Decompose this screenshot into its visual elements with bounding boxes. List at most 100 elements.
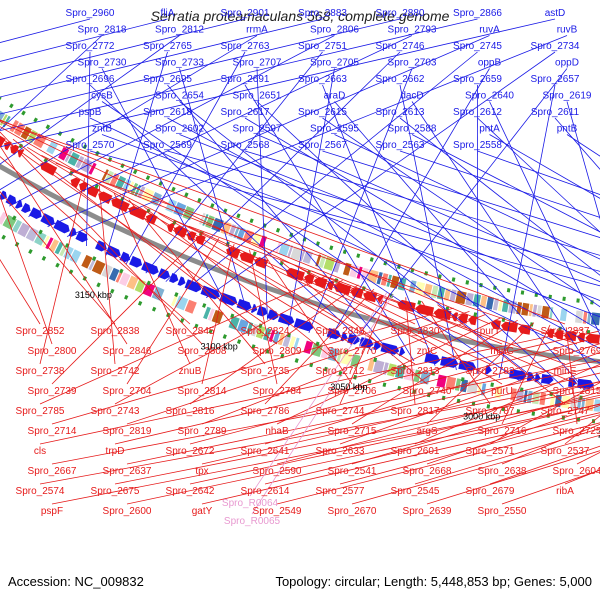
reverse-gene-label: Spro_2638 bbox=[478, 466, 527, 477]
leader-line bbox=[287, 68, 335, 327]
cog-block bbox=[17, 222, 31, 238]
forward-strand-ring bbox=[0, 190, 595, 390]
reverse-gene-label: ribA bbox=[556, 486, 574, 497]
leader-line bbox=[0, 18, 246, 80]
reverse-gene-label: argS bbox=[416, 426, 437, 437]
cog-block bbox=[472, 294, 482, 308]
forward-gene-label: ruvA bbox=[479, 25, 500, 36]
tick-mark bbox=[382, 382, 387, 388]
genome-backbone bbox=[0, 163, 600, 365]
cog-block bbox=[486, 296, 494, 310]
cog-block bbox=[386, 274, 392, 287]
tick-mark bbox=[249, 218, 254, 224]
cog-block bbox=[479, 295, 488, 309]
reverse-gene-label: Spro_2830 bbox=[391, 326, 440, 337]
cog-block bbox=[142, 282, 156, 297]
inner-tick-ring bbox=[0, 96, 594, 305]
cog-block bbox=[0, 211, 8, 225]
forward-gene-label: Spro_2763 bbox=[221, 41, 270, 52]
tick-mark bbox=[197, 197, 202, 203]
forward-gene-label: Spro_2563 bbox=[376, 140, 425, 151]
leader-line bbox=[399, 150, 600, 218]
leader-line bbox=[276, 422, 600, 505]
tick-mark bbox=[1, 234, 6, 240]
forward-gene-label: Spro_2960 bbox=[66, 8, 115, 19]
forward-gene-label: pspB bbox=[79, 107, 102, 118]
tick-mark bbox=[342, 249, 347, 255]
tick-mark bbox=[531, 411, 536, 416]
cog-block bbox=[575, 310, 584, 324]
leader-line bbox=[339, 351, 600, 445]
forward-gene-label: pntA bbox=[479, 124, 500, 135]
forward-gene-label: Spro_2746 bbox=[376, 41, 425, 52]
cog-block bbox=[115, 175, 127, 190]
leader-line bbox=[126, 238, 220, 385]
forward-gene-label: Spro_2745 bbox=[453, 41, 502, 52]
reverse-gene-label: purT bbox=[480, 326, 501, 337]
tick-mark bbox=[323, 366, 328, 372]
leader-line bbox=[66, 35, 568, 237]
reverse-gene-label: Spro_2637 bbox=[103, 466, 152, 477]
tick-mark bbox=[151, 306, 157, 312]
cog-block bbox=[299, 249, 306, 262]
reverse-gene-label: zntC bbox=[417, 346, 438, 357]
cog-block bbox=[559, 308, 568, 322]
forward-gene-label: Spro_2880 bbox=[376, 8, 425, 19]
tick-mark bbox=[28, 248, 33, 255]
tick-mark bbox=[70, 137, 75, 143]
gene-arrow bbox=[119, 251, 131, 263]
tick-mark bbox=[11, 215, 17, 221]
leader-line bbox=[0, 258, 41, 325]
leader-line bbox=[280, 260, 428, 385]
cog-block bbox=[109, 173, 120, 187]
tick-mark bbox=[202, 303, 207, 308]
tick-mark bbox=[265, 349, 270, 354]
leader-line bbox=[0, 18, 323, 98]
leader-line bbox=[189, 284, 359, 405]
reverse-gene-label: tpx bbox=[195, 466, 208, 477]
tick-mark bbox=[184, 192, 189, 198]
tick-mark bbox=[501, 406, 506, 412]
reverse-gene-label: Spro_2574 bbox=[16, 486, 65, 497]
leader-line bbox=[98, 185, 116, 365]
leader-line bbox=[201, 372, 600, 465]
reverse-gene-label: Spro_2848 bbox=[316, 326, 365, 337]
cog-block bbox=[278, 242, 291, 257]
gene-arrow bbox=[277, 313, 295, 326]
leader-line bbox=[501, 469, 600, 505]
leader-line bbox=[86, 51, 91, 247]
leader-line bbox=[405, 297, 416, 405]
reverse-gene-label: Spro_2786 bbox=[241, 406, 290, 417]
reverse-gene-label: Spro_2590 bbox=[253, 466, 302, 477]
leader-line bbox=[179, 68, 248, 313]
reverse-gene-label: Spro_2747 bbox=[541, 406, 590, 417]
accession-text: Accession: NC_009832 bbox=[8, 574, 144, 589]
reverse-gene-label: Spro_2770 bbox=[328, 346, 377, 357]
reverse-gene-label: Spro_2672 bbox=[166, 446, 215, 457]
leader-line bbox=[244, 84, 415, 362]
cog-block bbox=[134, 184, 142, 197]
cog-block bbox=[367, 358, 375, 372]
gene-arrow bbox=[177, 276, 186, 286]
tick-mark bbox=[158, 181, 163, 186]
leader-line bbox=[39, 275, 328, 405]
forward-gene-label: Spro_2569 bbox=[143, 140, 192, 151]
tick-mark bbox=[65, 243, 70, 248]
tick-mark bbox=[33, 117, 38, 123]
cog-block bbox=[126, 275, 139, 290]
cog-block bbox=[81, 254, 93, 269]
leader-line bbox=[51, 307, 454, 425]
reverse-gene-label: Spro_2668 bbox=[403, 466, 452, 477]
reverse-gene-label: gatY bbox=[192, 506, 213, 517]
forward-gene-label: dacD bbox=[400, 91, 423, 102]
forward-gene-label: Spro_2619 bbox=[543, 91, 592, 102]
reverse-gene-label: Spro_2704 bbox=[103, 386, 152, 397]
leader-line bbox=[329, 68, 490, 340]
reverse-gene-label: Spro_2838 bbox=[91, 326, 140, 337]
forward-tick-ring bbox=[11, 215, 583, 400]
tick-mark bbox=[94, 183, 99, 189]
cog-block bbox=[497, 298, 503, 312]
cog-block bbox=[419, 370, 431, 385]
leader-line bbox=[256, 101, 564, 388]
gene-labels: Spro_2960 fliA Spro_2901 Spro_2883 Spro_2880… bbox=[16, 8, 600, 527]
